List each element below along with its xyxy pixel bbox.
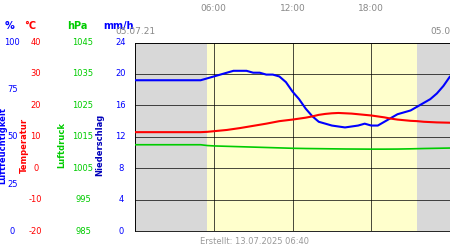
Text: °C: °C <box>24 21 36 31</box>
Text: Luftfeuchtigkeit: Luftfeuchtigkeit <box>0 106 7 184</box>
Text: Erstellt: 13.07.2025 06:40: Erstellt: 13.07.2025 06:40 <box>200 237 309 246</box>
Text: 30: 30 <box>31 70 41 78</box>
Text: 06:00: 06:00 <box>201 4 227 13</box>
Text: 12:00: 12:00 <box>279 4 306 13</box>
Text: 0: 0 <box>118 227 123 236</box>
Text: 0: 0 <box>33 164 38 173</box>
Text: 16: 16 <box>116 101 126 110</box>
Text: 1005: 1005 <box>72 164 94 173</box>
Text: 995: 995 <box>75 195 91 204</box>
Text: 0: 0 <box>9 227 15 236</box>
Text: 25: 25 <box>7 180 18 188</box>
Text: 985: 985 <box>75 227 91 236</box>
Text: 10: 10 <box>31 132 41 141</box>
Text: 100: 100 <box>4 38 20 47</box>
Text: 75: 75 <box>7 85 18 94</box>
Text: hPa: hPa <box>67 21 87 31</box>
Text: 05.07.21: 05.07.21 <box>115 27 155 36</box>
Text: Temperatur: Temperatur <box>20 118 29 172</box>
Text: 50: 50 <box>7 132 18 141</box>
Text: 1045: 1045 <box>72 38 94 47</box>
Text: -20: -20 <box>29 227 42 236</box>
Text: 05.07.21: 05.07.21 <box>430 27 450 36</box>
Bar <box>207 42 417 231</box>
Text: %: % <box>4 21 14 31</box>
Text: 20: 20 <box>116 70 126 78</box>
Text: mm/h: mm/h <box>104 21 134 31</box>
Text: 12: 12 <box>116 132 126 141</box>
Text: 24: 24 <box>116 38 126 47</box>
Bar <box>417 42 450 231</box>
Text: 40: 40 <box>31 38 41 47</box>
Text: 1015: 1015 <box>72 132 94 141</box>
Text: Luftdruck: Luftdruck <box>58 122 67 168</box>
Text: 20: 20 <box>31 101 41 110</box>
Text: 8: 8 <box>118 164 123 173</box>
Text: 18:00: 18:00 <box>358 4 384 13</box>
Text: 1025: 1025 <box>72 101 94 110</box>
Text: 4: 4 <box>118 195 123 204</box>
Text: Niederschlag: Niederschlag <box>95 114 104 176</box>
Bar <box>135 42 207 231</box>
Text: -10: -10 <box>29 195 42 204</box>
Text: 1035: 1035 <box>72 70 94 78</box>
